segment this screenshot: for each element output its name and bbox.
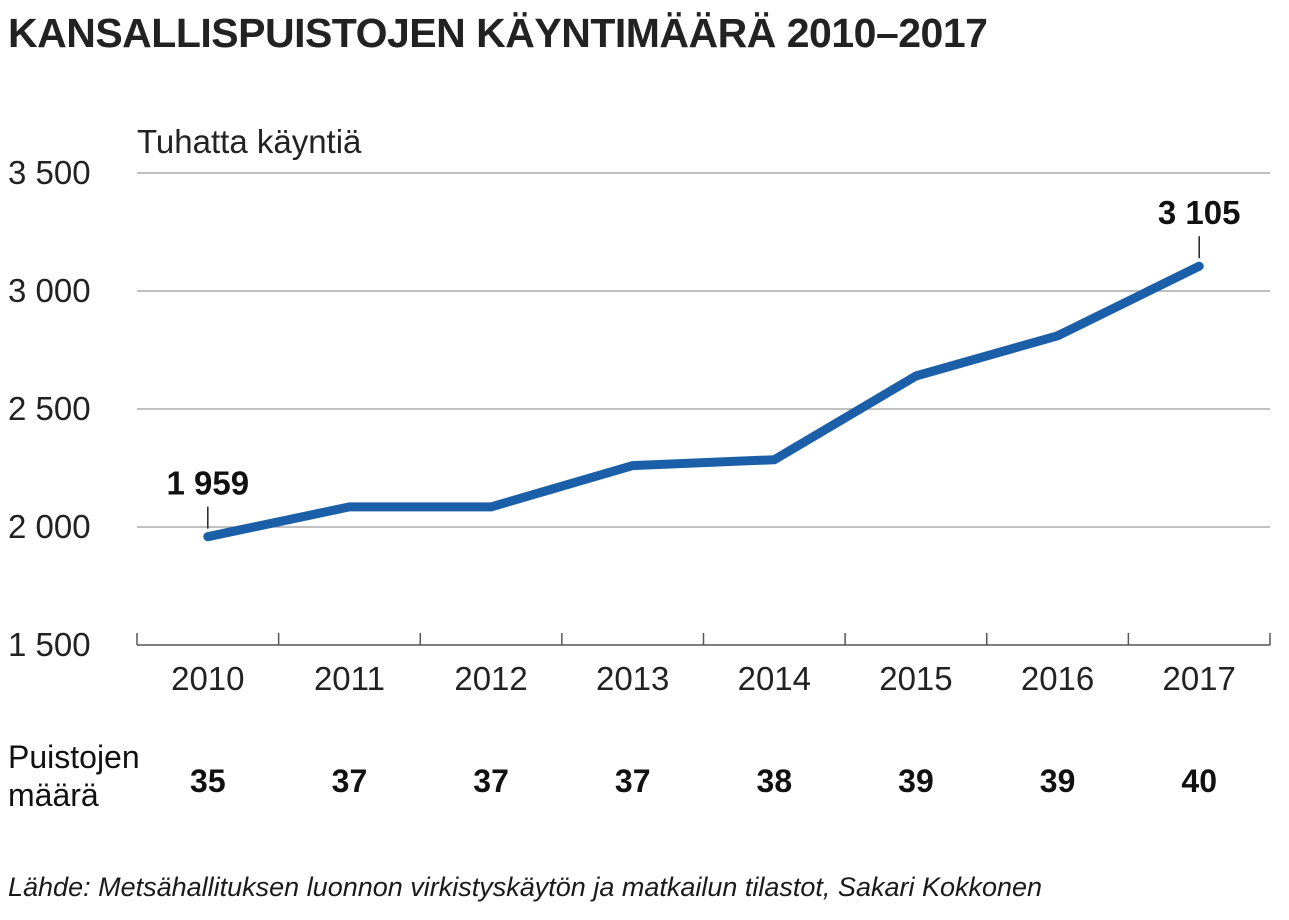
y-tick-labels: 1 500 2 000 2 500 3 000 3 500: [8, 154, 91, 663]
parks-count-2016: 39: [1040, 763, 1076, 799]
series-line: [203, 261, 1204, 542]
x-tick-label-2011: 2011: [314, 660, 385, 697]
x-tick-label-2015: 2015: [879, 660, 952, 697]
y-axis-label: Tuhatta käyntiä: [137, 123, 362, 160]
parks-count-2011: 37: [332, 763, 368, 799]
x-tick-label-2014: 2014: [738, 660, 811, 697]
parks-count-row: Puistojen määrä 35 37 37 37 38 39 39 40: [8, 739, 1217, 813]
y-tick-label-0: 1 500: [8, 626, 91, 663]
parks-label-line1: Puistojen: [8, 739, 140, 775]
x-tick-label-2010: 2010: [171, 660, 244, 697]
data-labels: 1 959 3 105: [167, 194, 1241, 529]
parks-count-2017: 40: [1181, 763, 1217, 799]
y-tick-label-1: 2 000: [8, 508, 91, 545]
parks-count-2012: 37: [473, 763, 509, 799]
parks-count-2013: 37: [615, 763, 651, 799]
y-tick-label-4: 3 500: [8, 154, 91, 191]
parks-count-2010: 35: [190, 763, 226, 799]
source-note: Lähde: Metsähallituksen luonnon virkisty…: [8, 872, 1043, 902]
data-label-2017: 3 105: [1158, 194, 1241, 231]
x-tick-label-2012: 2012: [454, 660, 527, 697]
gridlines: [137, 172, 1270, 528]
x-tick-label-2016: 2016: [1021, 660, 1094, 697]
x-tick-label-2017: 2017: [1162, 660, 1235, 697]
chart-title: KANSALLISPUISTOJEN KÄYNTIMÄÄRÄ 2010–2017: [8, 10, 988, 56]
parks-count-2014: 38: [757, 763, 793, 799]
parks-count-2015: 39: [898, 763, 934, 799]
x-tick-label-2013: 2013: [596, 660, 669, 697]
series-line-group: [203, 261, 1204, 542]
x-axis: 2010 2011 2012 2013 2014 2015 2016 2017: [136, 633, 1271, 697]
y-tick-label-2: 2 500: [8, 390, 91, 427]
data-label-2010: 1 959: [167, 465, 250, 502]
y-tick-label-3: 3 000: [8, 272, 91, 309]
parks-label-line2: määrä: [8, 777, 99, 813]
